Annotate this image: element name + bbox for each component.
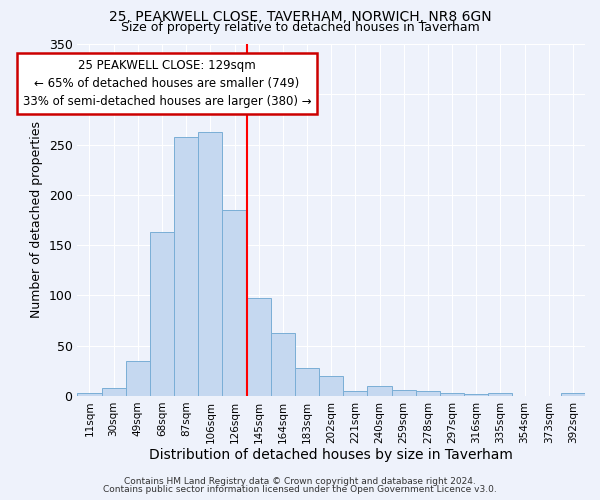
Bar [392, 390, 416, 396]
Text: Size of property relative to detached houses in Taverham: Size of property relative to detached ho… [121, 21, 479, 34]
Bar [367, 386, 392, 396]
Bar [247, 298, 271, 396]
Bar [416, 391, 440, 396]
Bar [440, 393, 464, 396]
Bar [198, 132, 223, 396]
Bar [271, 332, 295, 396]
Bar [561, 393, 585, 396]
Bar [319, 376, 343, 396]
Bar [174, 136, 198, 396]
Text: Contains HM Land Registry data © Crown copyright and database right 2024.: Contains HM Land Registry data © Crown c… [124, 477, 476, 486]
Bar [295, 368, 319, 396]
Text: 25, PEAKWELL CLOSE, TAVERHAM, NORWICH, NR8 6GN: 25, PEAKWELL CLOSE, TAVERHAM, NORWICH, N… [109, 10, 491, 24]
Bar [223, 210, 247, 396]
Bar [77, 393, 101, 396]
Bar [488, 393, 512, 396]
Text: 25 PEAKWELL CLOSE: 129sqm
← 65% of detached houses are smaller (749)
33% of semi: 25 PEAKWELL CLOSE: 129sqm ← 65% of detac… [23, 59, 311, 108]
Bar [464, 394, 488, 396]
Text: Contains public sector information licensed under the Open Government Licence v3: Contains public sector information licen… [103, 485, 497, 494]
Bar [343, 391, 367, 396]
X-axis label: Distribution of detached houses by size in Taverham: Distribution of detached houses by size … [149, 448, 513, 462]
Bar [150, 232, 174, 396]
Bar [101, 388, 126, 396]
Bar [126, 361, 150, 396]
Y-axis label: Number of detached properties: Number of detached properties [30, 122, 43, 318]
